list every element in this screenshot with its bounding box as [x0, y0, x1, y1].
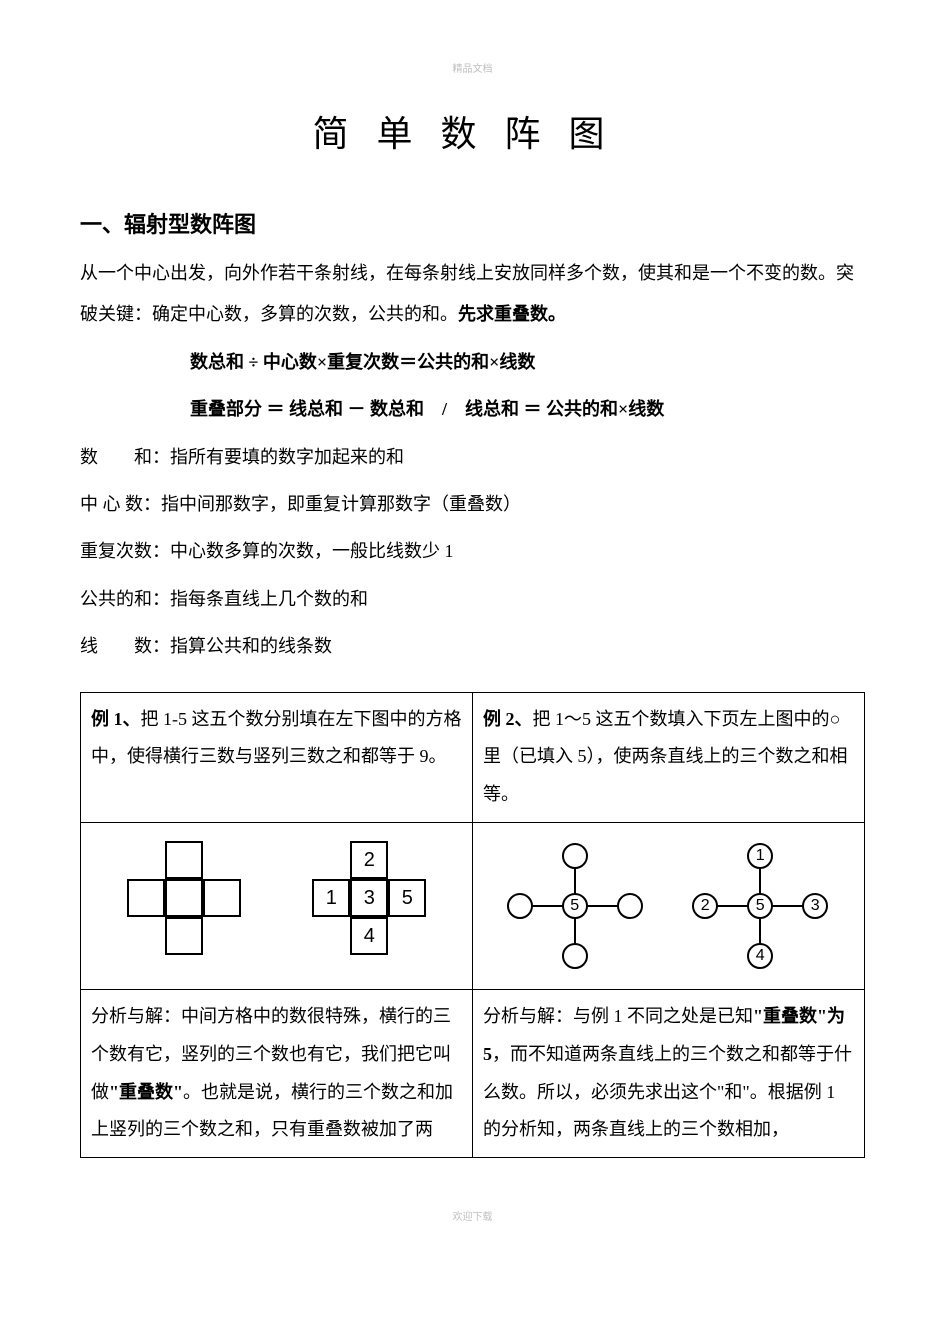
ex2-analysis-b: ，而不知道两条直线上的三个数之和都等于什么数。所以，必须先求出这个"和"。根据例…	[483, 1044, 852, 1140]
definition-lines: 线 数：指算公共和的线条数	[80, 626, 865, 667]
cross-filled-icon: 2 135 4	[312, 841, 426, 955]
intro-bold: 先求重叠数。	[458, 304, 566, 324]
table-row-prompts: 例 1、把 1-5 这五个数分别填在左下图中的方格中，使得横行三数与竖列三数之和…	[81, 692, 865, 822]
ex2-analysis-a: 分析与解：与例 1 不同之处是已知	[483, 1006, 753, 1026]
def3-text: 中心数多算的次数，一般比线数少 1	[170, 541, 454, 561]
def4-label: 公共的和：	[80, 589, 170, 609]
ex2-label: 例 2、	[483, 709, 533, 729]
circ-bottom: 4	[747, 943, 773, 969]
section-heading-1: 一、辐射型数阵图	[80, 207, 865, 239]
page-title: 简单数阵图	[80, 105, 865, 157]
def5-text: 指算公共和的线条数	[170, 636, 332, 656]
ex1-analysis-cell: 分析与解：中间方格中的数很特殊，横行的三个数有它，竖列的三个数也有它，我们把它叫…	[81, 989, 473, 1157]
def1-label: 数 和：	[80, 447, 170, 467]
circle-diagram-partial-icon: 5	[501, 841, 651, 971]
intro-paragraph: 从一个中心出发，向外作若干条射线，在每条射线上安放同样多个数，使其和是一个不变的…	[80, 253, 865, 336]
circ-left: 2	[692, 893, 718, 919]
ex2-text: 把 1～5 这五个数填入下页左上图中的○里（已填入 5），使两条直线上的三个数之…	[483, 709, 848, 805]
def4-text: 指每条直线上几个数的和	[170, 589, 368, 609]
formula-2: 重叠部分 ＝ 线总和 － 数总和 / 线总和 ＝ 公共的和×线数	[190, 389, 865, 430]
circ-top: 1	[747, 843, 773, 869]
circ-center: 5	[747, 893, 773, 919]
ex2-figure-cell: 5 1 2 5 3 4	[473, 822, 865, 989]
formula-1: 数总和 ÷ 中心数×重复次数＝公共的和×线数	[190, 342, 865, 383]
ex2-prompt-cell: 例 2、把 1～5 这五个数填入下页左上图中的○里（已填入 5），使两条直线上的…	[473, 692, 865, 822]
table-row-figures: 2 135 4 5	[81, 822, 865, 989]
def2-label: 中 心 数：	[80, 494, 161, 514]
ex1-figure-cell: 2 135 4	[81, 822, 473, 989]
ex1-text: 把 1-5 这五个数分别填在左下图中的方格中，使得横行三数与竖列三数之和都等于 …	[91, 709, 462, 767]
circle-diagram-filled-icon: 1 2 5 3 4	[686, 841, 836, 971]
cross-left: 1	[312, 879, 350, 917]
ex1-label: 例 1、	[91, 709, 141, 729]
ex1-prompt-cell: 例 1、把 1-5 这五个数分别填在左下图中的方格中，使得横行三数与竖列三数之和…	[81, 692, 473, 822]
circ-right: 3	[802, 893, 828, 919]
definition-repeat: 重复次数：中心数多算的次数，一般比线数少 1	[80, 531, 865, 572]
circle-center: 5	[562, 893, 588, 919]
def2-text: 指中间那数字，即重复计算那数字（重叠数）	[161, 494, 521, 514]
cross-top: 2	[350, 841, 388, 879]
cross-empty-icon	[127, 841, 241, 955]
definition-common-sum: 公共的和：指每条直线上几个数的和	[80, 579, 865, 620]
ex2-analysis-cell: 分析与解：与例 1 不同之处是已知"重叠数"为 5，而不知道两条直线上的三个数之…	[473, 989, 865, 1157]
header-watermark: 精品文档	[80, 60, 865, 75]
definition-center: 中 心 数：指中间那数字，即重复计算那数字（重叠数）	[80, 484, 865, 525]
ex1-analysis-bold: "重叠数"	[109, 1082, 183, 1102]
examples-table: 例 1、把 1-5 这五个数分别填在左下图中的方格中，使得横行三数与竖列三数之和…	[80, 692, 865, 1159]
cross-right: 5	[388, 879, 426, 917]
definition-sum: 数 和：指所有要填的数字加起来的和	[80, 437, 865, 478]
footer-watermark: 欢迎下载	[80, 1208, 865, 1223]
def5-label: 线 数：	[80, 636, 170, 656]
def1-text: 指所有要填的数字加起来的和	[170, 447, 404, 467]
cross-bottom: 4	[350, 917, 388, 955]
def3-label: 重复次数：	[80, 541, 170, 561]
cross-center: 3	[350, 879, 388, 917]
table-row-analysis: 分析与解：中间方格中的数很特殊，横行的三个数有它，竖列的三个数也有它，我们把它叫…	[81, 989, 865, 1157]
